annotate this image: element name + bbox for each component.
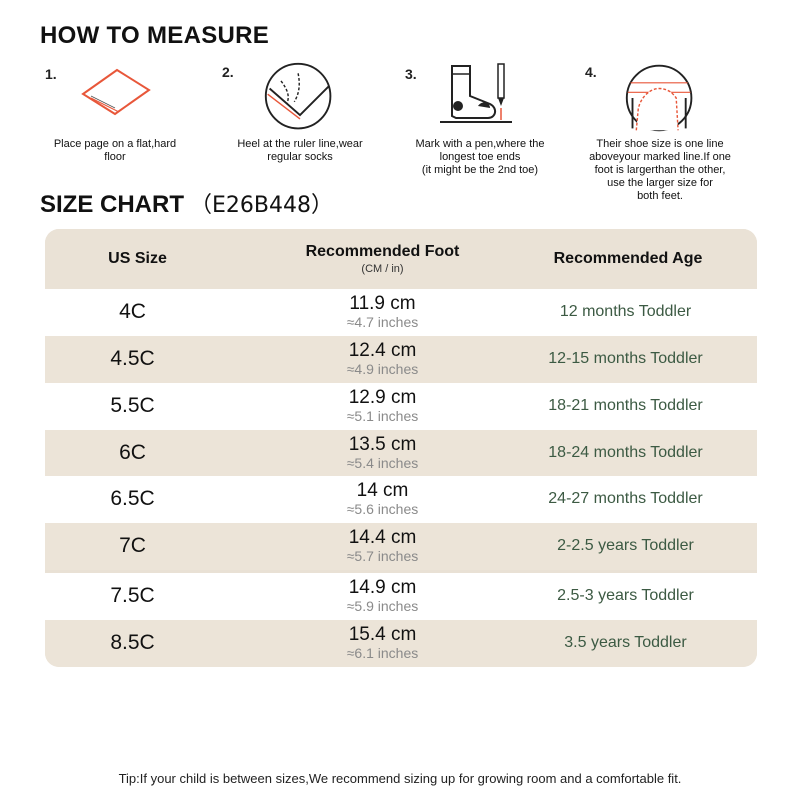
table-row: 7C 14.4 cm ≈5.7 inches 2-2.5 years Toddl…: [45, 523, 757, 570]
cell-foot-cm: 14.9 cm: [348, 577, 417, 599]
cell-foot: 12.9 cm ≈5.1 inches: [270, 383, 495, 430]
cell-foot-cm: 14 cm: [356, 480, 409, 502]
table-header: US Size Recommended Foot (CM / in) Recom…: [45, 229, 757, 289]
cell-foot-inches: ≈4.7 inches: [346, 314, 419, 331]
size-chart-table: US Size Recommended Foot (CM / in) Recom…: [45, 229, 757, 667]
cell-size: 6.5C: [110, 487, 155, 511]
step-caption: Heel at the ruler line,wear regular sock…: [237, 138, 363, 163]
cell-foot: 11.9 cm ≈4.7 inches: [270, 289, 495, 336]
cell-foot-cm: 15.4 cm: [348, 624, 417, 646]
step-caption: Mark with a pen,where the longest toe en…: [415, 138, 545, 176]
cell-foot-cm: 12.4 cm: [348, 340, 417, 362]
cell-foot-inches: ≈5.1 inches: [346, 408, 419, 425]
cell-foot-inches: ≈5.4 inches: [346, 455, 419, 472]
cell-foot: 12.4 cm ≈4.9 inches: [270, 336, 495, 383]
cell-foot-inches: ≈6.1 inches: [346, 645, 419, 662]
cell-age: 24-27 months Toddler: [548, 490, 703, 508]
cell-size: 8.5C: [110, 631, 155, 655]
table-row: 4C 11.9 cm ≈4.7 inches 12 months Toddler: [45, 289, 757, 336]
table-row: 6.5C 14 cm ≈5.6 inches 24-27 months Todd…: [45, 476, 757, 523]
header-foot-sub: (CM / in): [361, 263, 404, 275]
cell-age: 18-24 months Toddler: [548, 444, 703, 462]
size-chart-title-text: SIZE CHART: [40, 191, 184, 218]
step-number: 4.: [585, 64, 597, 80]
cell-age: 3.5 years Toddler: [564, 634, 687, 652]
cell-foot-cm: 12.9 cm: [348, 387, 417, 409]
sizing-tip: Tip:If your child is between sizes,We re…: [118, 771, 682, 786]
cell-foot-cm: 11.9 cm: [349, 293, 416, 315]
cell-foot-inches: ≈4.9 inches: [346, 361, 419, 378]
cell-age: 12 months Toddler: [559, 303, 692, 321]
table-row: 6C 13.5 cm ≈5.4 inches 18-24 months Todd…: [45, 430, 757, 477]
cell-foot: 14 cm ≈5.6 inches: [270, 476, 495, 523]
cell-age: 2-2.5 years Toddler: [557, 537, 694, 555]
step-number: 1.: [45, 66, 57, 82]
cell-foot: 13.5 cm ≈5.4 inches: [270, 430, 495, 477]
cell-foot-cm: 13.5 cm: [348, 434, 417, 456]
header-age-label: Recommended Age: [553, 250, 703, 267]
cell-size: 6C: [119, 441, 146, 465]
header-foot-label: Recommended Foot: [305, 243, 460, 260]
cell-foot-inches: ≈5.6 inches: [346, 501, 419, 518]
table-row: 4.5C 12.4 cm ≈4.9 inches 12-15 months To…: [45, 336, 757, 383]
how-to-measure-title: HOW TO MEASURE: [40, 22, 270, 49]
header-us-size-label: US Size: [108, 250, 167, 267]
cell-age: 2.5-3 years Toddler: [557, 587, 694, 605]
cell-size: 4C: [119, 300, 146, 324]
cell-foot: 15.4 cm ≈6.1 inches: [270, 620, 495, 667]
table-row: 7.5C 14.9 cm ≈5.9 inches 2.5-3 years Tod…: [45, 573, 757, 620]
sock-and-pen-icon: [440, 63, 512, 123]
cell-age: 12-15 months Toddler: [548, 350, 703, 368]
paper-on-floor-icon: [81, 68, 151, 116]
size-chart-title: SIZE CHART （E26B448）: [40, 187, 333, 219]
cell-foot: 14.4 cm ≈5.7 inches: [270, 523, 495, 570]
cell-size: 7.5C: [110, 584, 155, 608]
cell-foot-cm: 14.4 cm: [348, 527, 417, 549]
header-foot: Recommended Foot (CM / in): [270, 229, 495, 289]
step-number: 3.: [405, 66, 417, 82]
cell-foot-inches: ≈5.9 inches: [346, 598, 419, 615]
step-caption: Place page on a flat,hard floor: [53, 138, 177, 163]
cell-size: 7C: [119, 534, 146, 558]
table-row: 8.5C 15.4 cm ≈6.1 inches 3.5 years Toddl…: [45, 620, 757, 667]
cell-size: 5.5C: [110, 394, 155, 418]
table-row: 5.5C 12.9 cm ≈5.1 inches 18-21 months To…: [45, 383, 757, 430]
size-chart-code: （E26B448）: [190, 193, 333, 218]
heel-on-ruler-icon: [264, 62, 332, 130]
cell-size: 4.5C: [110, 347, 155, 371]
cell-foot: 14.9 cm ≈5.9 inches: [270, 573, 495, 620]
header-age: Recommended Age: [513, 229, 743, 289]
toe-size-line-icon: [625, 64, 693, 132]
cell-foot-inches: ≈5.7 inches: [346, 548, 419, 565]
header-us-size: US Size: [45, 229, 230, 289]
step-caption: Their shoe size is one line aboveyour ma…: [589, 138, 731, 202]
step-number: 2.: [222, 64, 234, 80]
cell-age: 18-21 months Toddler: [548, 397, 703, 415]
